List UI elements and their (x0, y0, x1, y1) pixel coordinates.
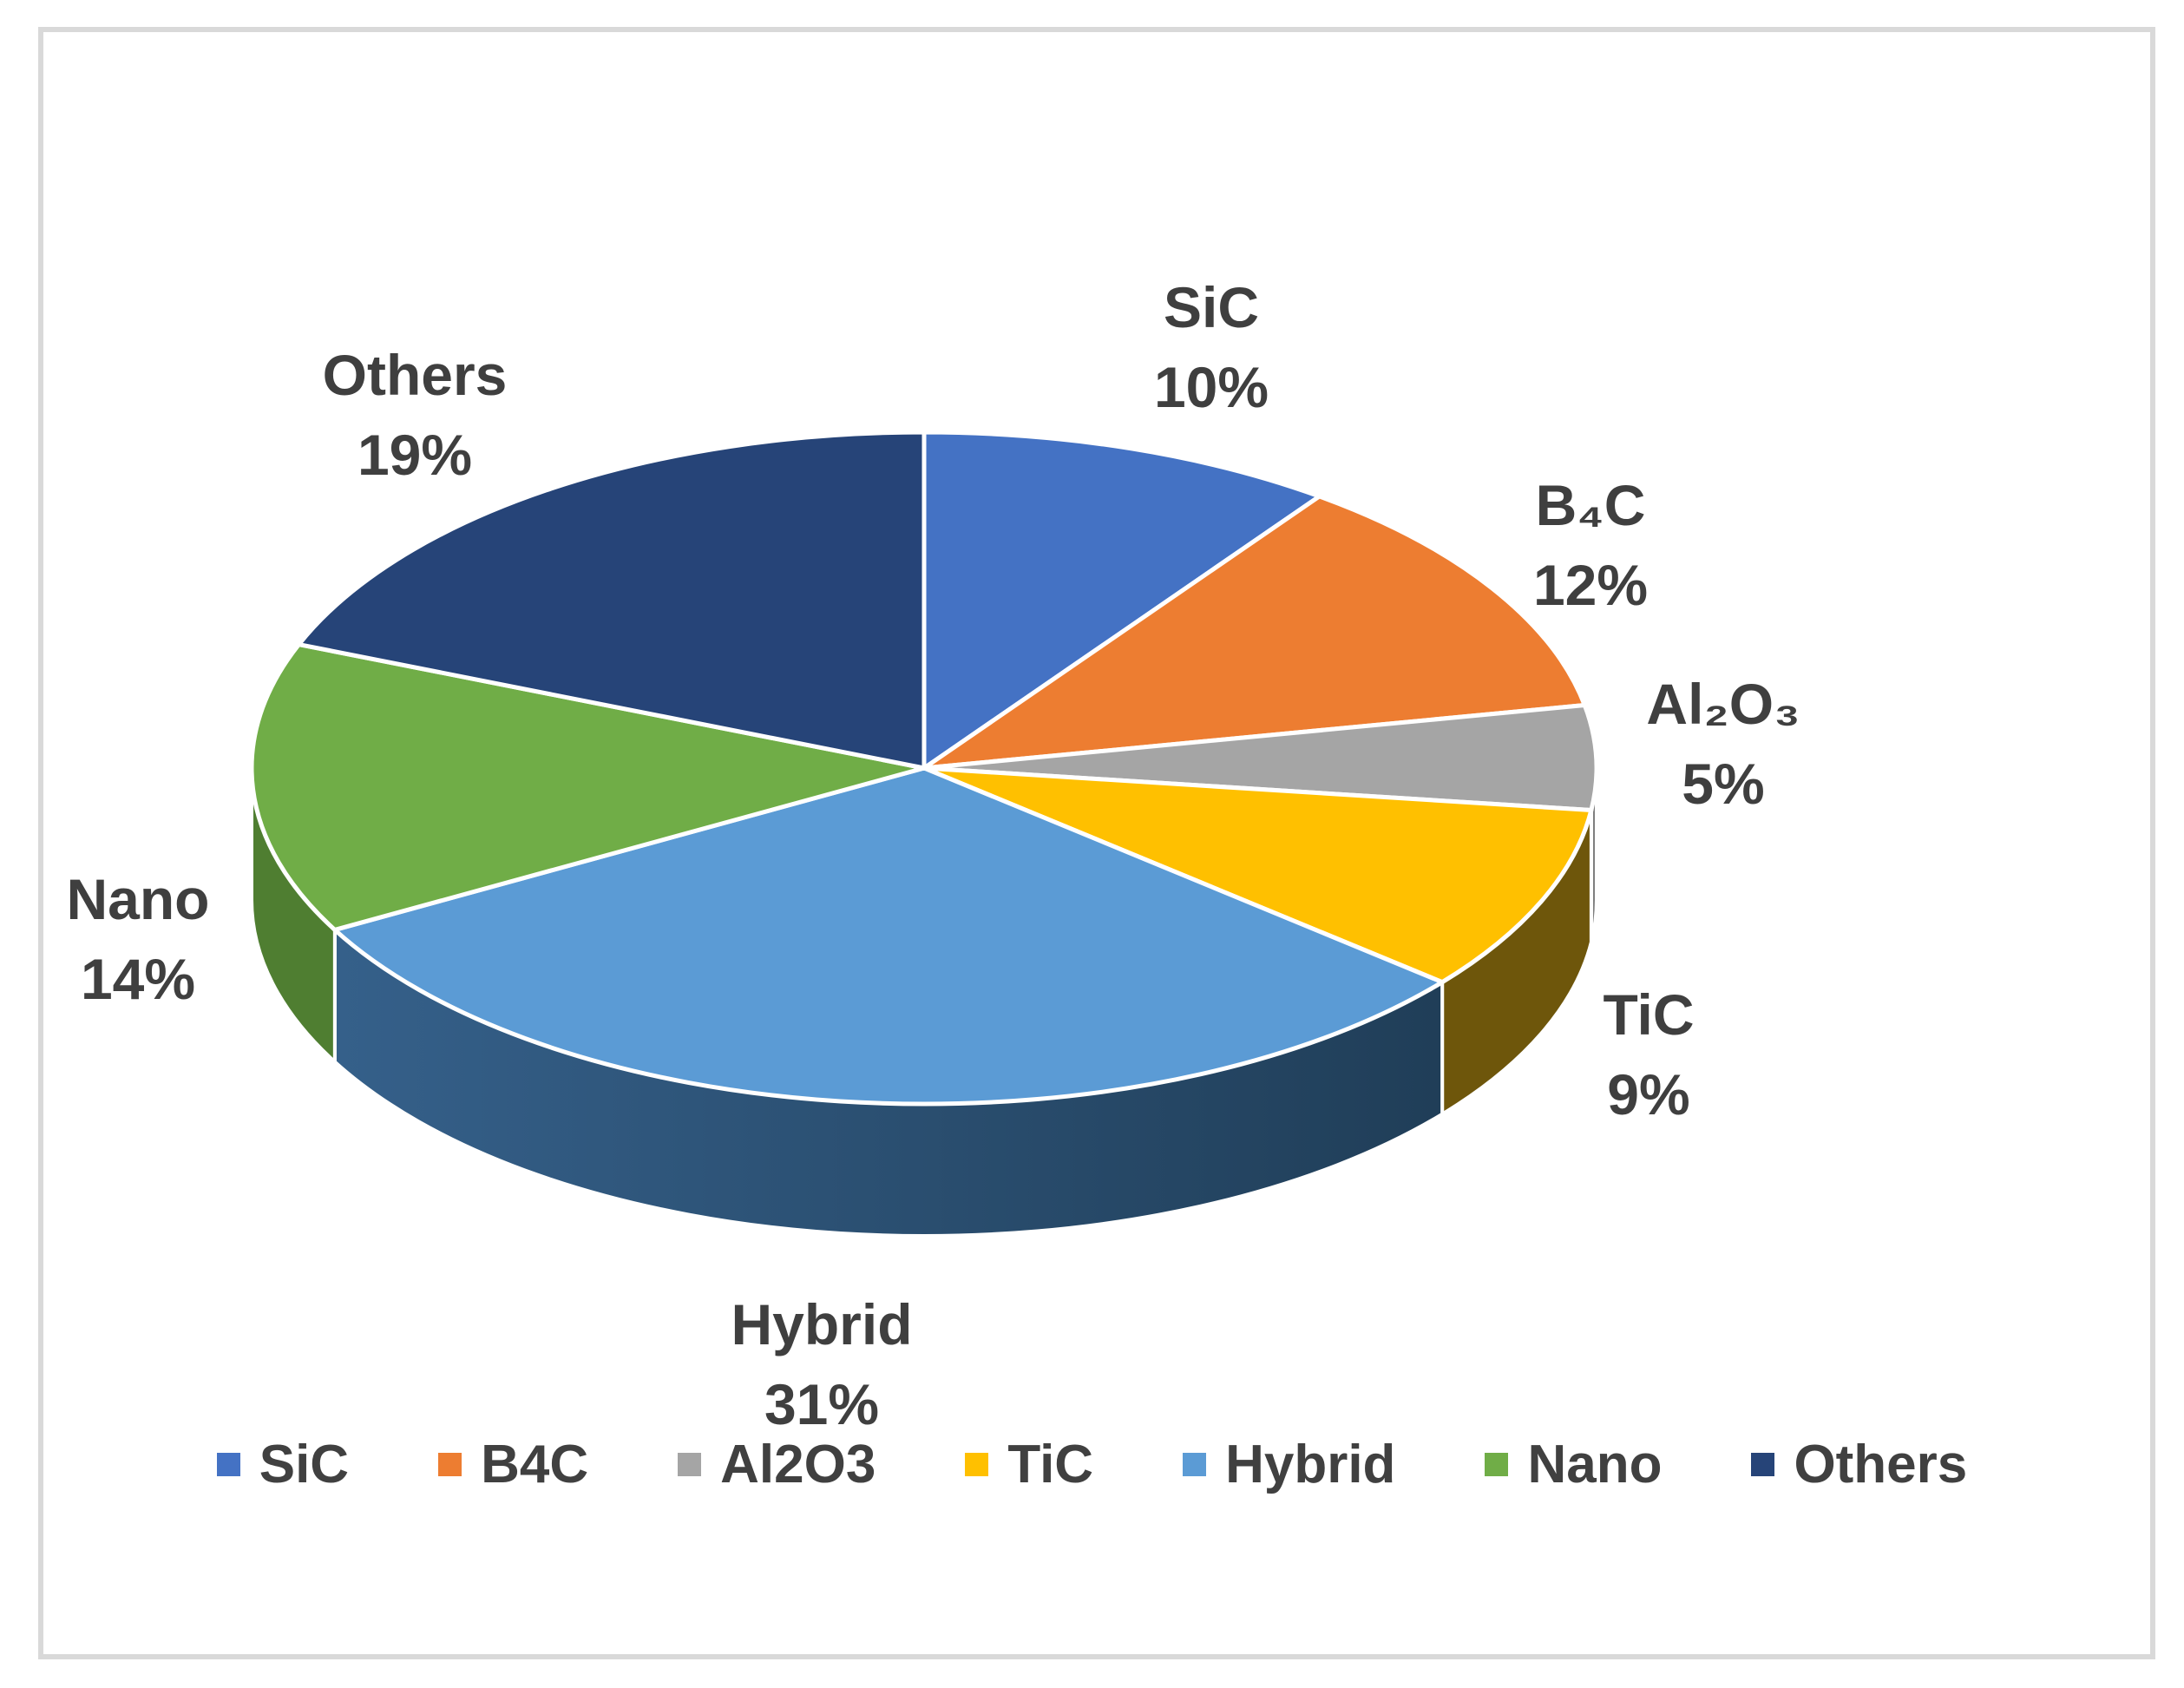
legend-label: B4C (481, 1435, 589, 1494)
slice-label-al2o3: Al₂O₃ 5% (1646, 664, 1800, 824)
slice-name-text: SiC (1163, 275, 1260, 339)
slice-label-b4c: B₄C 12% (1533, 465, 1648, 625)
legend-marker-icon (1751, 1453, 1775, 1476)
pie-slice-hybrid (332, 765, 1445, 1107)
pie-top-faces (249, 430, 1599, 1107)
legend-label: Hybrid (1225, 1435, 1396, 1494)
legend-item-al2o3: Al2O3 (678, 1434, 876, 1495)
slice-label-tic: TiC 9% (1603, 975, 1694, 1134)
legend-marker-icon (216, 1453, 240, 1476)
legend-item-nano: Nano (1485, 1434, 1662, 1495)
slice-name-text: Hybrid (731, 1292, 913, 1356)
slice-name-text: Nano (66, 867, 210, 931)
chart-legend: SiC B4C Al2O3 TiC Hybrid Nano Others (0, 1434, 2184, 1495)
slice-percent-text: 5% (1682, 752, 1765, 816)
pie-slice-b4c (921, 494, 1587, 771)
legend-marker-icon (965, 1453, 989, 1476)
pie-slice-tic (921, 765, 1594, 985)
slice-name-text: Others (322, 343, 508, 407)
legend-label: Others (1794, 1435, 1968, 1494)
legend-label: SiC (259, 1435, 350, 1494)
legend-marker-icon (438, 1453, 462, 1476)
slice-label-hybrid: Hybrid 31% (731, 1284, 912, 1444)
slice-label-sic: SiC 10% (1154, 267, 1269, 427)
legend-item-b4c: B4C (438, 1434, 588, 1495)
legend-label: Al2O3 (720, 1435, 876, 1494)
slice-percent-text: 14% (80, 947, 196, 1011)
slice-percent-text: 12% (1532, 553, 1649, 617)
slice-percent-text: 9% (1607, 1062, 1690, 1126)
pie-slice-sic (921, 430, 1322, 771)
pie-slice-al2o3 (921, 702, 1599, 812)
legend-label: Nano (1527, 1435, 1663, 1494)
legend-label: TiC (1007, 1435, 1094, 1494)
legend-marker-icon (1485, 1453, 1509, 1476)
slice-name-text: B₄C (1535, 473, 1646, 537)
slice-name-text: Al₂O₃ (1646, 672, 1800, 736)
legend-item-others: Others (1751, 1434, 1967, 1495)
slice-label-others: Others 19% (323, 335, 508, 495)
slice-label-nano: Nano 14% (67, 859, 210, 1019)
legend-item-tic: TiC (965, 1434, 1093, 1495)
slice-percent-text: 10% (1153, 355, 1269, 419)
legend-item-sic: SiC (216, 1434, 350, 1495)
legend-marker-icon (678, 1453, 702, 1476)
legend-item-hybrid: Hybrid (1183, 1434, 1395, 1495)
slice-name-text: TiC (1603, 982, 1695, 1047)
pie-slice-nano (249, 642, 927, 932)
pie-slice-others (296, 430, 927, 771)
slice-percent-text: 19% (357, 423, 473, 487)
legend-marker-icon (1183, 1453, 1207, 1476)
slice-percent-text: 31% (764, 1372, 880, 1436)
